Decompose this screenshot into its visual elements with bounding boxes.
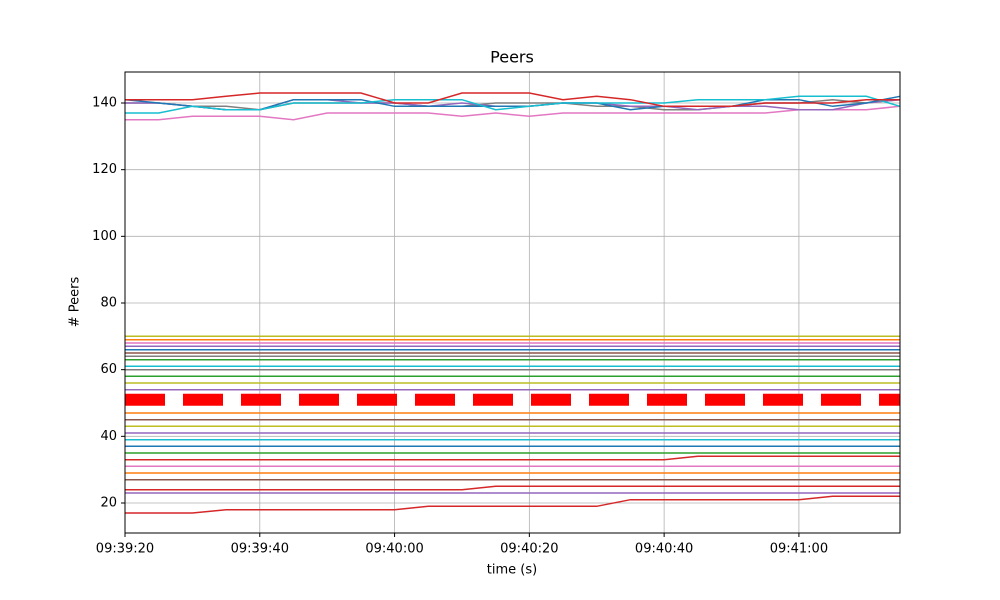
series-line	[125, 95, 901, 114]
y-tick-label: 40	[100, 429, 117, 444]
series-line	[125, 485, 900, 491]
x-tick-label: 09:40:00	[365, 542, 423, 557]
chart-title: Peers	[490, 48, 534, 67]
x-tick-label: 09:40:40	[635, 542, 693, 557]
x-tick-label: 09:41:00	[770, 542, 828, 557]
x-tick-label: 09:39:40	[231, 542, 289, 557]
series-line	[125, 92, 900, 108]
y-tick-label: 140	[92, 96, 117, 111]
x-tick-label: 09:39:20	[96, 542, 154, 557]
plot-area	[124, 72, 901, 533]
series-line	[125, 455, 900, 461]
y-tick-label: 80	[100, 296, 117, 311]
series-line	[125, 495, 900, 514]
y-tick-label: 100	[92, 229, 117, 244]
y-axis-label: # Peers	[68, 277, 83, 328]
series-line	[125, 105, 901, 121]
x-axis-label: time (s)	[487, 563, 537, 578]
x-tick-label: 09:40:20	[500, 542, 558, 557]
y-tick-label: 120	[92, 162, 117, 177]
y-tick-label: 60	[100, 362, 117, 377]
y-tick-label: 20	[100, 496, 117, 511]
